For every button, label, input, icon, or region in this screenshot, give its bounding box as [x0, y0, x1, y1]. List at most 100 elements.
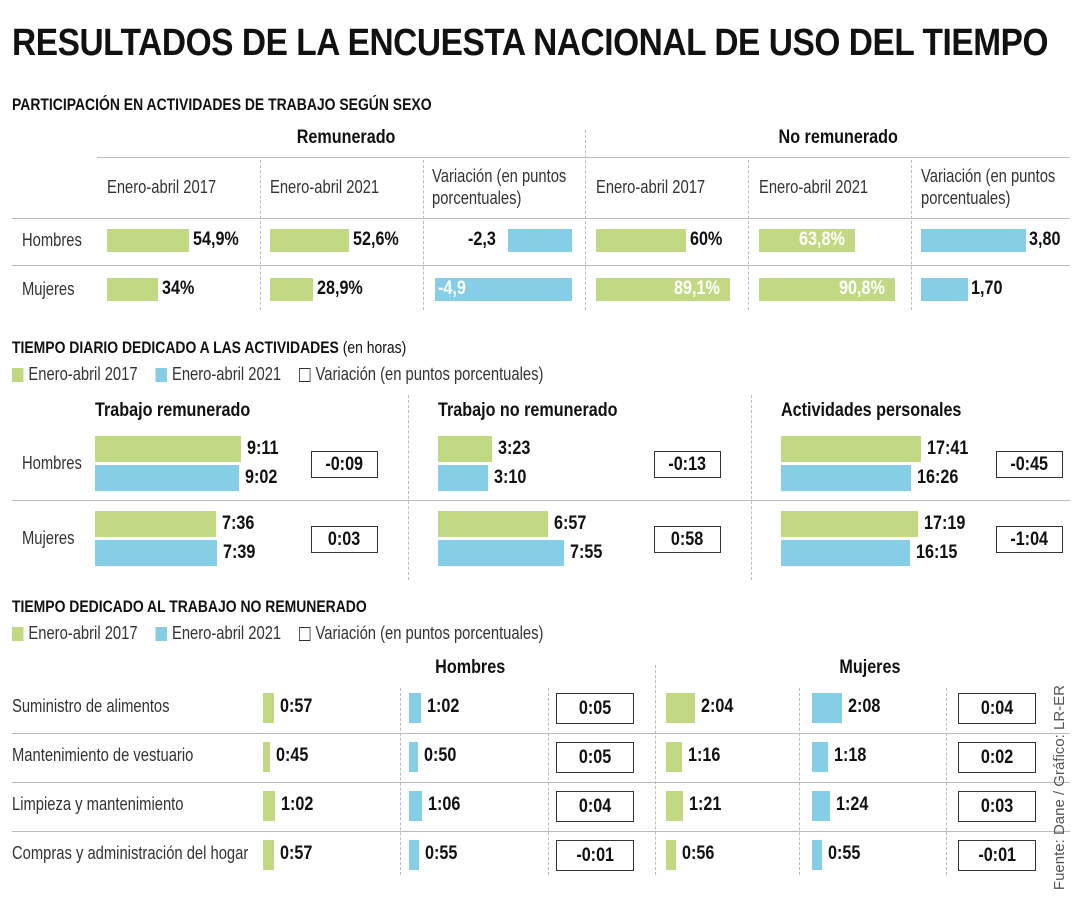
bar-hombres-2017: [263, 742, 271, 772]
group-header-remunerado: Remunerado: [296, 127, 396, 148]
divider: [12, 733, 1070, 734]
variation-value: 0:03: [980, 795, 1014, 817]
row-label: Limpieza y mantenimiento: [12, 794, 184, 814]
bar-hombres-2017: [263, 791, 275, 821]
group-header-no-remunerado: No remunerado: [778, 127, 898, 148]
panel-header: Actividades personales: [781, 400, 962, 421]
value-2021: 9:02: [244, 467, 277, 488]
value-2017: 7:36: [221, 513, 255, 534]
section-subtitle: (en horas): [342, 338, 407, 357]
value-2021: 7:55: [569, 542, 603, 563]
section-title-participacion: PARTICIPACIÓN EN ACTIVIDADES DE TRABAJO …: [12, 95, 432, 114]
group-header-mujeres: Mujeres: [839, 657, 901, 678]
value-mujeres-2021: 2:08: [847, 696, 881, 717]
column-divider: [946, 688, 947, 875]
value-2021: 16:26: [917, 467, 959, 488]
legend: Enero-abril 2017 Enero-abril 2021 Variació…: [12, 623, 557, 644]
value-2021: 7:39: [222, 542, 255, 563]
divider: [12, 500, 1070, 501]
value-2017: 17:19: [924, 513, 966, 534]
bar-value: 63,8%: [798, 229, 845, 250]
bar-no-remunerado-2021: [759, 278, 896, 301]
bar-hombres-2017: [263, 840, 274, 870]
row-label-hombres: Hombres: [22, 230, 82, 250]
row-label: Mantenimiento de vestuario: [12, 745, 194, 765]
panel-header: Trabajo remunerado: [95, 400, 251, 421]
bar-value: 90,8%: [839, 278, 886, 299]
bar-value: 3,80: [1029, 229, 1061, 250]
variation-box: -0:09: [311, 451, 378, 478]
bar-variation: [921, 278, 968, 301]
legend-variation-swatch: [299, 367, 311, 382]
value-mujeres-2017: 1:16: [687, 745, 721, 766]
column-divider: [400, 688, 401, 875]
divider: [12, 782, 1070, 783]
value-hombres-2021: 1:06: [428, 794, 461, 815]
variation-box-hombres: 0:05: [556, 742, 634, 773]
legend: Enero-abril 2017 Enero-abril 2021 Variació…: [12, 364, 557, 385]
variation-value: -1:04: [1010, 528, 1049, 550]
value-mujeres-2017: 0:56: [682, 843, 715, 864]
value-2021: 16:15: [915, 542, 957, 563]
legend-variation-label: Variación (en puntos porcentuales): [315, 364, 544, 384]
bar-2017: [438, 436, 492, 462]
bar-value: 1,70: [970, 278, 1003, 299]
bar-2017: [438, 511, 549, 537]
row-label-mujeres: Mujeres: [22, 528, 75, 548]
variation-box-hombres: 0:04: [556, 791, 634, 822]
bar-hombres-2021: [409, 840, 420, 870]
bar-remunerado-2017: [107, 278, 158, 301]
value-hombres-2021: 0:50: [423, 745, 457, 766]
bar-variation: [434, 278, 572, 301]
bar-2021: [781, 465, 912, 491]
value-mujeres-2021: 1:24: [835, 794, 869, 815]
variation-box-mujeres: 0:04: [958, 693, 1036, 724]
bar-value: 34%: [162, 278, 195, 299]
variation-value: 0:58: [671, 528, 704, 550]
bar-2017: [95, 436, 241, 462]
value-2017: 6:57: [554, 513, 587, 534]
value-mujeres-2021: 0:55: [828, 843, 861, 864]
variation-box-hombres: 0:05: [556, 693, 634, 724]
column-header: Enero-abril 2017: [596, 177, 706, 197]
variation-box: -1:04: [996, 526, 1063, 553]
variation-value: -0:01: [978, 844, 1016, 866]
variation-box: -0:13: [654, 451, 721, 478]
column-divider: [748, 160, 749, 310]
bar-2021: [781, 540, 910, 566]
legend-variation-swatch: [299, 626, 311, 641]
column-divider: [799, 688, 800, 875]
bar-hombres-2021: [409, 742, 418, 772]
bar-2021: [95, 465, 239, 491]
bar-mujeres-2017: [666, 791, 684, 821]
panel-header: Trabajo no remunerado: [438, 400, 618, 421]
bar-no-remunerado-2017: [596, 278, 730, 301]
bar-remunerado-2017: [107, 229, 190, 252]
value-2017: 9:11: [247, 438, 279, 459]
value-hombres-2017: 1:02: [280, 794, 314, 815]
variation-value: -0:09: [325, 453, 364, 475]
row-label: Compras y administración del hogar: [12, 843, 249, 863]
value-mujeres-2017: 1:21: [689, 794, 722, 815]
row-label: Suministro de alimentos: [12, 696, 170, 716]
bar-mujeres-2017: [666, 693, 695, 723]
column-divider: [548, 688, 549, 875]
divider: [12, 218, 1070, 219]
legend-2021-label: Enero-abril 2021: [171, 364, 282, 384]
panel-divider: [751, 395, 752, 580]
value-hombres-2021: 0:55: [425, 843, 458, 864]
bar-2021: [438, 540, 564, 566]
variation-value: 0:02: [980, 746, 1014, 768]
column-divider: [260, 160, 261, 310]
bar-mujeres-2021: [812, 840, 823, 870]
row-label-mujeres: Mujeres: [22, 279, 75, 299]
section-title-trabajo-no-remunerado: TIEMPO DEDICADO AL TRABAJO NO REMUNERADO: [12, 597, 367, 616]
legend-2021-label: Enero-abril 2021: [171, 623, 282, 643]
legend-2021-swatch: [155, 367, 168, 382]
value-2017: 17:41: [927, 438, 969, 459]
variation-value: 0:04: [578, 795, 612, 817]
column-header: Enero-abril 2021: [270, 177, 380, 197]
bar-value: 89,1%: [673, 278, 720, 299]
bar-hombres-2017: [263, 693, 274, 723]
bar-value: 28,9%: [317, 278, 364, 299]
